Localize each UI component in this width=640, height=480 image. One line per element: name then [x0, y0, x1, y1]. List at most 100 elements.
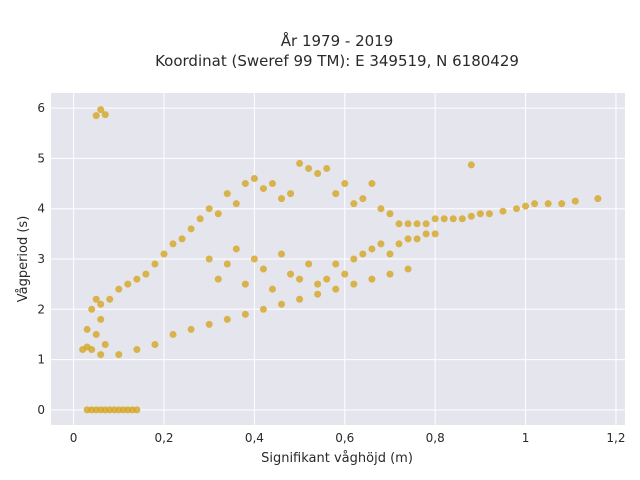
data-point: [404, 235, 412, 243]
data-point: [305, 260, 313, 268]
data-point: [223, 315, 231, 323]
data-point: [531, 200, 539, 208]
data-points: [79, 106, 602, 414]
data-point: [259, 185, 267, 193]
data-point: [250, 255, 258, 263]
data-point: [160, 250, 168, 258]
x-tick-label: 0,2: [154, 431, 173, 445]
data-point: [250, 175, 258, 183]
data-point: [413, 235, 421, 243]
data-point: [359, 195, 367, 203]
y-tick-label: 6: [37, 101, 45, 115]
data-point: [92, 330, 100, 338]
data-point: [571, 197, 579, 205]
data-point: [594, 195, 602, 203]
y-tick-label: 2: [37, 302, 45, 316]
data-point: [341, 180, 349, 188]
data-point: [467, 212, 475, 220]
data-point: [133, 346, 141, 354]
data-point: [205, 320, 213, 328]
data-point: [232, 245, 240, 253]
data-point: [241, 180, 249, 188]
data-point: [431, 215, 439, 223]
data-point: [187, 325, 195, 333]
data-point: [151, 341, 159, 349]
x-tick-label: 0: [70, 431, 78, 445]
data-point: [268, 180, 276, 188]
data-point: [377, 240, 385, 248]
y-tick-label: 0: [37, 403, 45, 417]
data-point: [92, 112, 100, 120]
data-point: [196, 215, 204, 223]
data-point: [268, 285, 276, 293]
data-point: [544, 200, 552, 208]
data-point: [101, 341, 109, 349]
data-point: [106, 295, 114, 303]
data-point: [115, 285, 123, 293]
data-point: [332, 190, 340, 198]
data-point: [97, 300, 105, 308]
data-point: [395, 240, 403, 248]
data-point: [404, 265, 412, 273]
data-point: [314, 280, 322, 288]
data-point: [115, 351, 123, 359]
data-point: [431, 230, 439, 238]
data-point: [476, 210, 484, 218]
chart-title-line1: År 1979 - 2019: [281, 31, 394, 50]
y-tick-labels: 0 1 2 3 4 5 6: [37, 101, 45, 417]
data-point: [142, 270, 150, 278]
data-point: [305, 164, 313, 172]
data-point: [133, 275, 141, 283]
data-point: [558, 200, 566, 208]
data-point: [422, 220, 430, 228]
data-point: [314, 169, 322, 177]
data-point: [332, 285, 340, 293]
data-point: [169, 240, 177, 248]
data-point: [449, 215, 457, 223]
data-point: [169, 330, 177, 338]
data-point: [350, 255, 358, 263]
data-point: [513, 205, 521, 213]
data-point: [522, 202, 530, 210]
y-tick-label: 5: [37, 151, 45, 165]
data-point: [79, 346, 87, 354]
data-point: [187, 225, 195, 233]
data-point: [350, 280, 358, 288]
data-point: [422, 230, 430, 238]
data-point: [341, 270, 349, 278]
data-point: [499, 207, 507, 215]
x-tick-label: 0,6: [335, 431, 354, 445]
data-point: [278, 300, 286, 308]
data-point: [178, 235, 186, 243]
data-point: [386, 270, 394, 278]
data-point: [287, 270, 295, 278]
data-point: [205, 205, 213, 213]
data-point: [440, 215, 448, 223]
data-point: [359, 250, 367, 258]
data-point: [350, 200, 358, 208]
x-axis-label: Signifikant våghöjd (m): [261, 451, 413, 466]
data-point: [332, 260, 340, 268]
data-point: [386, 250, 394, 258]
data-point: [214, 275, 222, 283]
data-point: [124, 280, 132, 288]
data-point: [259, 265, 267, 273]
data-point: [368, 180, 376, 188]
data-point: [413, 220, 421, 228]
data-point: [97, 315, 105, 323]
data-point: [404, 220, 412, 228]
data-point: [88, 305, 96, 313]
data-point: [214, 210, 222, 218]
x-tick-labels: 0 0,2 0,4 0,6 0,8 1 1,2: [70, 431, 626, 445]
data-point: [151, 260, 159, 268]
x-tick-label: 0,8: [426, 431, 445, 445]
data-point: [241, 310, 249, 318]
data-point: [101, 111, 109, 119]
data-point: [467, 161, 475, 169]
data-point: [377, 205, 385, 213]
data-point: [223, 260, 231, 268]
data-point: [458, 215, 466, 223]
data-point: [83, 325, 91, 333]
data-point: [97, 106, 105, 114]
